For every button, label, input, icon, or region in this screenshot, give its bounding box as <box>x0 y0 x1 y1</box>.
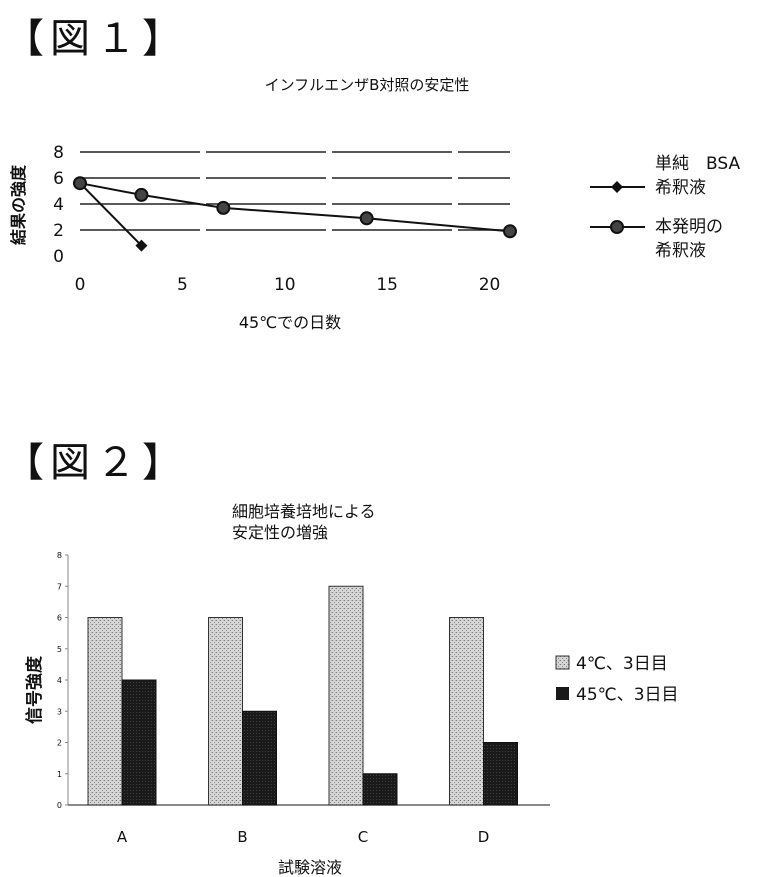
chart2-category-label: B <box>237 828 247 846</box>
chart1-x-ticks: 0 5 10 15 20 <box>75 275 501 295</box>
chart2-title-line2: 安定性の増強 <box>232 523 328 542</box>
chart2-y-tick-label: 1 <box>57 770 62 779</box>
chart1-y-tick-label: 8 <box>53 143 64 163</box>
legend-series-1-line1: 単純 BSA <box>655 154 740 174</box>
chart2-bar-C-2 <box>362 773 398 806</box>
chart1-series <box>73 176 517 252</box>
chart2-y-ticks: 0 1 2 3 4 5 6 7 8 <box>57 551 550 810</box>
chart1-y-tick-label: 2 <box>53 221 64 241</box>
chart1-x-tick-label: 0 <box>75 275 86 295</box>
chart2-bar-D-2 <box>483 742 518 806</box>
figure-2-label: 【図２】 <box>4 440 188 486</box>
legend-series-4c: 4℃、3日目 <box>576 654 668 674</box>
chart2-y-axis-label: 信号強度 <box>24 655 45 724</box>
chart2-category-label: D <box>478 828 490 846</box>
chart2-legend: 4℃、3日目 45℃、3日目 <box>555 654 679 705</box>
chart2-y-tick-label: 7 <box>57 582 62 591</box>
chart2-y-tick-label: 2 <box>57 739 62 748</box>
chart1-x-axis-label: 45℃での日数 <box>239 313 341 332</box>
legend-series-1-line2: 希釈液 <box>655 178 706 198</box>
chart2-y-tick-label: 6 <box>57 614 62 623</box>
chart1-y-ticks: 0 2 4 6 8 <box>53 143 64 267</box>
chart1-y-tick-label: 6 <box>53 169 64 189</box>
legend-swatch-4c <box>555 655 570 670</box>
legend-series-2-line2: 希釈液 <box>655 241 706 261</box>
chart2-title-line1: 細胞培養培地による <box>232 502 376 521</box>
chart1-y-tick-label: 0 <box>53 247 64 267</box>
chart2-bar-D-1 <box>449 617 484 806</box>
chart2-bar-A-2 <box>121 679 157 806</box>
chart1-title: インフルエンザB対照の安定性 <box>265 76 470 94</box>
chart1-x-tick-label: 5 <box>177 275 188 295</box>
chart2-bar-B-2 <box>242 710 277 806</box>
legend-series-2-line1: 本発明の <box>655 217 723 237</box>
chart2-category-labels: A B C D <box>117 828 489 846</box>
chart2-y-tick-label: 3 <box>57 707 62 716</box>
chart2-bar-B-1 <box>208 617 243 806</box>
chart1-point-circle <box>216 200 231 215</box>
chart2-category-label: A <box>117 828 128 846</box>
chart1-point-circle <box>134 187 149 202</box>
legend-diamond-marker <box>611 181 623 193</box>
chart1-legend: 単純 BSA 希釈液 本発明の 希釈液 <box>590 154 740 261</box>
chart2-bars <box>87 585 518 806</box>
chart1-point-circle <box>359 211 374 226</box>
chart1-x-tick-label: 10 <box>274 275 296 295</box>
chart1-y-axis-label: 結果の強度 <box>9 164 28 245</box>
chart1-x-tick-label: 15 <box>376 275 398 295</box>
legend-swatch-45c <box>556 687 569 700</box>
chart2-bar-C-1 <box>328 585 364 806</box>
chart2-category-label: C <box>358 828 368 846</box>
chart1-x-tick-label: 20 <box>479 275 501 295</box>
chart1-point-circle <box>503 224 517 239</box>
bar-chart: 細胞培養培地による 安定性の増強 0 1 2 3 4 5 6 7 8 A B C D 信号強度 試験溶… <box>24 502 679 877</box>
line-chart: インフルエンザB対照の安定性 0 2 4 6 8 0 5 10 15 20 結果の強度 45℃で… <box>9 76 740 332</box>
chart2-y-tick-label: 0 <box>57 801 62 810</box>
chart2-y-tick-label: 8 <box>57 551 62 560</box>
chart2-y-tick-label: 4 <box>57 676 62 685</box>
figure-1-label: 【図１】 <box>4 16 188 62</box>
chart2-x-axis-label: 試験溶液 <box>278 858 342 877</box>
chart1-gridlines <box>80 151 510 231</box>
legend-series-45c: 45℃、3日目 <box>576 685 679 705</box>
chart2-y-tick-label: 5 <box>57 645 62 654</box>
chart1-series-line-1 <box>79 182 143 247</box>
chart2-bar-A-1 <box>87 617 123 806</box>
chart1-y-tick-label: 4 <box>53 195 64 215</box>
chart1-point-diamond <box>135 239 148 252</box>
chart1-point-circle <box>73 176 87 191</box>
legend-circle-marker <box>610 220 624 234</box>
